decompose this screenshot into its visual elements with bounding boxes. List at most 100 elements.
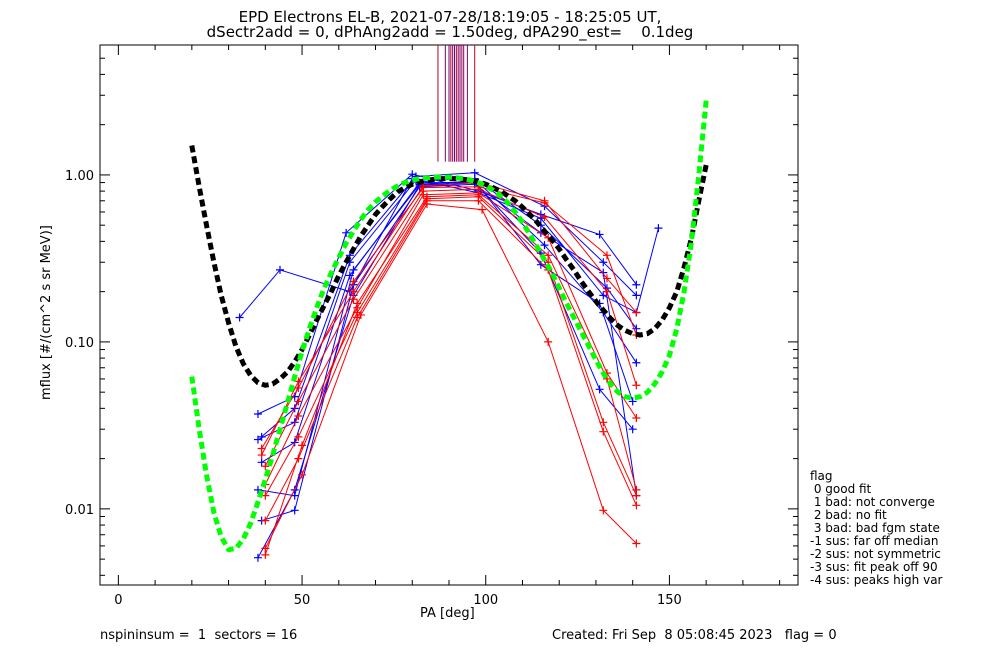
series-line bbox=[264, 188, 637, 467]
legend-item: -3 sus: fit peak off 90 bbox=[810, 560, 938, 574]
series-line bbox=[261, 182, 634, 463]
data-point bbox=[628, 425, 637, 434]
data-point bbox=[298, 441, 307, 450]
data-point bbox=[599, 268, 608, 277]
data-point bbox=[356, 310, 365, 319]
series-line bbox=[261, 186, 637, 449]
legend-item: -4 sus: peaks high var bbox=[810, 573, 943, 587]
data-point bbox=[257, 444, 266, 453]
data-point bbox=[294, 411, 303, 420]
data-point bbox=[422, 192, 431, 201]
fit-curves-group bbox=[189, 100, 709, 553]
data-point bbox=[478, 205, 487, 214]
data-point bbox=[599, 506, 608, 515]
data-point bbox=[544, 251, 553, 260]
data-point bbox=[632, 280, 641, 289]
x-tick-label: 100 bbox=[473, 593, 498, 608]
data-point bbox=[628, 397, 637, 406]
data-point bbox=[261, 550, 270, 559]
y-tick-label: 1.00 bbox=[65, 169, 94, 184]
data-point bbox=[253, 485, 262, 494]
footer-left-info: nspininsum = 1 sectors = 16 bbox=[100, 628, 298, 643]
data-point bbox=[294, 432, 303, 441]
y-tick-label: 0.10 bbox=[65, 336, 94, 351]
x-tick-label: 150 bbox=[657, 593, 682, 608]
chart-title-line-1: EPD Electrons EL-B, 2021-07-28/18:19:05 … bbox=[238, 8, 662, 26]
data-point bbox=[602, 251, 611, 260]
data-point bbox=[595, 385, 604, 394]
data-point bbox=[632, 381, 641, 390]
x-tick-label: 0 bbox=[114, 593, 122, 608]
data-point bbox=[599, 258, 608, 267]
series-line bbox=[264, 194, 637, 556]
data-point bbox=[290, 506, 299, 515]
series-line bbox=[261, 183, 637, 522]
data-point bbox=[290, 418, 299, 427]
data-point bbox=[349, 277, 358, 286]
x-axis-label: PA [deg] bbox=[420, 606, 475, 621]
y-axis-label: mflux [#/(cm^2 s sr MeV)] bbox=[39, 225, 54, 400]
x-tick-label: 50 bbox=[294, 593, 311, 608]
data-point bbox=[298, 470, 307, 479]
data-point bbox=[474, 190, 483, 199]
data-point bbox=[261, 516, 270, 525]
data-point bbox=[632, 501, 641, 510]
series-line bbox=[257, 173, 637, 415]
data-point bbox=[599, 418, 608, 427]
data-point bbox=[540, 241, 549, 250]
data-point bbox=[599, 291, 608, 300]
legend-title: flag bbox=[810, 469, 833, 483]
data-point bbox=[422, 199, 431, 208]
data-point bbox=[632, 539, 641, 548]
fit-curve-green bbox=[189, 100, 709, 553]
series-line bbox=[257, 180, 634, 497]
legend-item: 0 good fit bbox=[810, 482, 872, 496]
data-point bbox=[540, 198, 549, 207]
y-tick-label: 0.01 bbox=[65, 503, 94, 518]
legend-item: 1 bad: not converge bbox=[810, 495, 935, 509]
data-point bbox=[632, 358, 641, 367]
data-point bbox=[253, 409, 262, 418]
data-point bbox=[253, 553, 262, 562]
series-line bbox=[264, 196, 637, 496]
data-point bbox=[349, 265, 358, 274]
data-point bbox=[261, 462, 270, 471]
data-point bbox=[294, 383, 303, 392]
legend-item: -2 sus: not symmetric bbox=[810, 547, 941, 561]
series-line bbox=[264, 200, 637, 521]
data-point bbox=[544, 337, 553, 346]
data-point bbox=[294, 397, 303, 406]
data-point bbox=[599, 427, 608, 436]
data-point bbox=[595, 230, 604, 239]
series-line bbox=[239, 178, 659, 318]
data-point bbox=[253, 435, 262, 444]
legend-item: -1 sus: far off median bbox=[810, 534, 939, 548]
axis-ticks: 0 50 100 150 0.01 0.10 1.00 bbox=[65, 44, 798, 608]
data-point bbox=[602, 274, 611, 283]
footer-created-info: Created: Fri Sep 8 05:08:45 2023 flag = … bbox=[552, 628, 837, 643]
data-point bbox=[349, 295, 358, 304]
data-point bbox=[654, 224, 663, 233]
fit-curve-black bbox=[189, 145, 709, 388]
legend-item: 2 bad: no fit bbox=[810, 508, 887, 522]
data-point bbox=[257, 458, 266, 467]
peak-marker-lines bbox=[437, 45, 476, 162]
legend-item: 3 bad: bad fgm state bbox=[810, 521, 940, 535]
data-point bbox=[632, 291, 641, 300]
data-point bbox=[276, 265, 285, 274]
chart-title-line-2: dSectr2add = 0, dPhAng2add = 1.50deg, dP… bbox=[206, 23, 694, 41]
data-point bbox=[235, 313, 244, 322]
series-line bbox=[264, 192, 637, 485]
data-point bbox=[540, 212, 549, 221]
data-point bbox=[632, 485, 641, 494]
data-point bbox=[342, 228, 351, 237]
data-point bbox=[353, 299, 362, 308]
data-point bbox=[632, 308, 641, 317]
series-line bbox=[261, 182, 637, 456]
data-point bbox=[419, 190, 428, 199]
series-line bbox=[264, 203, 637, 549]
data-point bbox=[632, 414, 641, 423]
data-point bbox=[602, 287, 611, 296]
data-point bbox=[349, 287, 358, 296]
